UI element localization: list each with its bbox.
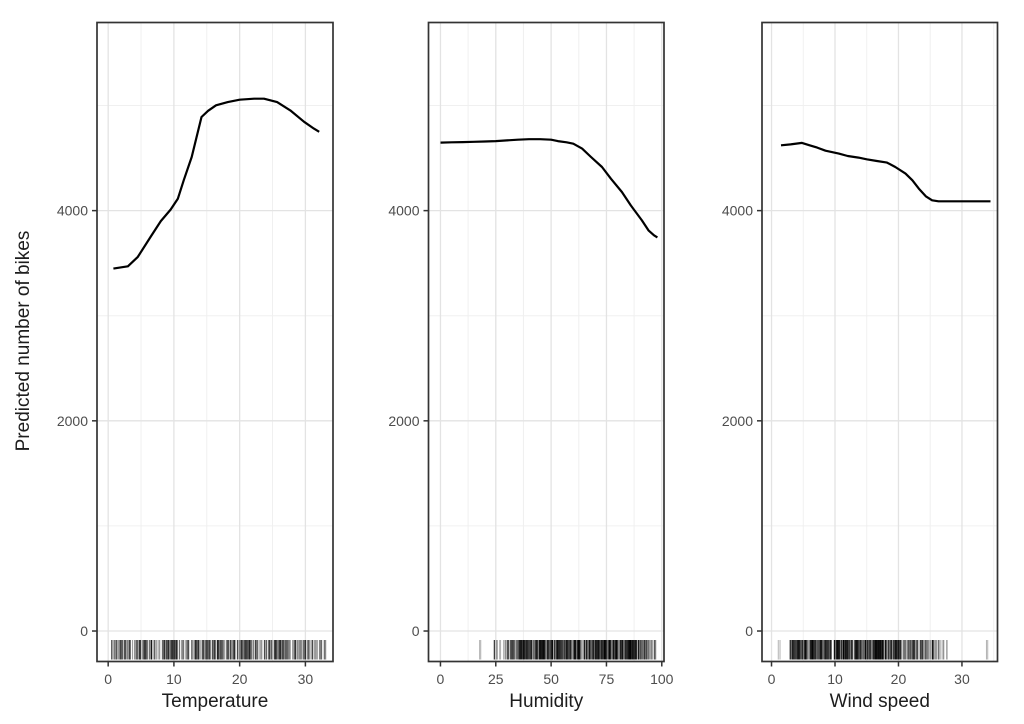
x-tick-label: 75 (599, 671, 615, 687)
y-tick-label: 4000 (722, 203, 753, 219)
pdp-line (440, 138, 658, 239)
gridlines (762, 22, 998, 662)
x-axis-title: Temperature (162, 691, 269, 712)
x-tick-label: 20 (891, 671, 907, 687)
y-tick-label: 0 (745, 623, 753, 639)
panel-border (96, 21, 334, 663)
panel-border (761, 21, 999, 663)
panel-border (427, 21, 665, 663)
gridlines (428, 22, 664, 662)
x-tick-label: 0 (768, 671, 776, 687)
y-tick-label: 4000 (388, 203, 419, 219)
y-tick-label: 0 (80, 623, 88, 639)
x-tick-label: 25 (488, 671, 504, 687)
x-tick-label: 30 (954, 671, 970, 687)
y-tick-label: 2000 (57, 413, 88, 429)
x-tick-label: 20 (232, 671, 248, 687)
x-axis-title: Humidity (509, 691, 583, 712)
x-axis-title: Wind speed (830, 691, 930, 712)
gridlines (97, 22, 333, 662)
panel-background (762, 22, 998, 662)
panel-temperature: 0 10 20 30 0 2000 4000 Temperature (57, 21, 334, 712)
pdp-line (113, 97, 320, 270)
panel-background (97, 22, 333, 662)
y-axis-title: Predicted number of bikes (13, 230, 34, 452)
panel-background (428, 22, 664, 662)
panel-humidity: 0 25 50 75 100 0 2000 4000 Humidity (388, 21, 674, 712)
y-tick-label: 2000 (722, 413, 753, 429)
x-tick-label: 0 (437, 671, 445, 687)
x-tick-label: 100 (650, 671, 674, 687)
rug (111, 640, 327, 660)
y-tick-label: 2000 (388, 413, 419, 429)
x-tick-label: 0 (104, 671, 112, 687)
x-tick-label: 10 (827, 671, 843, 687)
pdp-line (780, 141, 991, 203)
panel-wind-speed: 0 10 20 30 0 2000 4000 Wind speed (722, 21, 999, 712)
y-tick-label: 4000 (57, 203, 88, 219)
x-tick-label: 50 (543, 671, 559, 687)
x-tick-label: 10 (166, 671, 182, 687)
rug (479, 640, 657, 660)
rug (777, 640, 989, 660)
x-tick-label: 30 (298, 671, 314, 687)
y-tick-label: 0 (412, 623, 420, 639)
